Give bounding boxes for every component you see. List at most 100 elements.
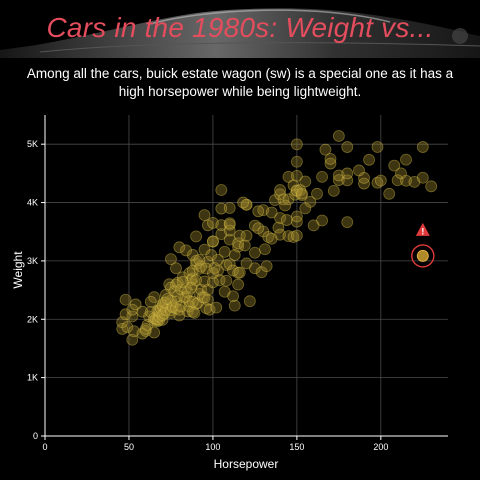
grid bbox=[45, 115, 448, 436]
x-axis-label: Horsepower bbox=[214, 457, 279, 471]
y-axis-label: Weight bbox=[11, 251, 25, 289]
data-point bbox=[119, 308, 132, 321]
data-point bbox=[175, 283, 187, 296]
data-point bbox=[228, 299, 241, 312]
data-point bbox=[287, 231, 300, 243]
data-point bbox=[143, 310, 156, 323]
data-point bbox=[353, 164, 365, 177]
data-point bbox=[166, 300, 179, 312]
data-point bbox=[233, 229, 246, 242]
data-point bbox=[227, 264, 239, 277]
data-point bbox=[248, 246, 261, 259]
data-point bbox=[223, 224, 236, 237]
y-tick-label: 1K bbox=[27, 373, 38, 383]
data-point bbox=[358, 172, 370, 184]
data-point bbox=[289, 188, 302, 201]
data-point bbox=[232, 278, 245, 291]
data-point bbox=[240, 198, 253, 211]
data-point bbox=[144, 306, 157, 318]
y-tick-label: 4K bbox=[27, 198, 38, 208]
data-point bbox=[190, 257, 203, 270]
data-point bbox=[195, 260, 208, 273]
data-point bbox=[153, 310, 166, 323]
data-point bbox=[240, 198, 253, 211]
data-point bbox=[287, 179, 300, 192]
data-point bbox=[129, 298, 142, 311]
data-point bbox=[341, 174, 354, 187]
data-point bbox=[148, 312, 161, 325]
data-point bbox=[218, 285, 231, 298]
data-point bbox=[203, 303, 216, 316]
data-point bbox=[371, 176, 384, 189]
data-point bbox=[262, 231, 275, 243]
data-point bbox=[207, 235, 219, 248]
data-point bbox=[196, 291, 209, 304]
data-point bbox=[341, 141, 354, 153]
data-point bbox=[153, 314, 166, 327]
data-point bbox=[156, 309, 169, 322]
data-point bbox=[282, 170, 295, 183]
data-point bbox=[304, 195, 317, 208]
data-point bbox=[159, 304, 172, 316]
data-point bbox=[341, 167, 354, 180]
data-point bbox=[290, 184, 303, 197]
data-point bbox=[183, 267, 196, 280]
warning-triangle-icon bbox=[415, 222, 430, 236]
data-point bbox=[201, 255, 214, 268]
data-point bbox=[400, 174, 412, 187]
data-point bbox=[186, 278, 199, 291]
data-point bbox=[290, 210, 303, 223]
data-point bbox=[116, 316, 129, 329]
data-point bbox=[282, 230, 295, 243]
data-point bbox=[374, 174, 387, 187]
data-point bbox=[327, 184, 340, 197]
data-point bbox=[173, 241, 186, 254]
data-point bbox=[141, 319, 154, 332]
data-point bbox=[383, 187, 396, 200]
data-point bbox=[391, 174, 404, 187]
data-point bbox=[180, 282, 192, 295]
data-point bbox=[176, 276, 189, 288]
data-point bbox=[154, 302, 167, 315]
data-point bbox=[170, 262, 182, 275]
data-point bbox=[416, 141, 429, 153]
data-point bbox=[290, 185, 303, 197]
data-point bbox=[290, 138, 303, 151]
data-point bbox=[238, 239, 251, 252]
data-point bbox=[265, 232, 278, 245]
data-point bbox=[165, 304, 177, 317]
data-point bbox=[185, 281, 197, 294]
data-point bbox=[388, 159, 401, 172]
data-point bbox=[319, 143, 332, 156]
x-tick-label: 50 bbox=[124, 442, 134, 452]
data-point bbox=[223, 218, 236, 231]
data-point bbox=[198, 209, 211, 221]
data-point bbox=[248, 219, 261, 232]
data-point bbox=[307, 219, 320, 232]
data-point bbox=[173, 309, 186, 322]
data-point bbox=[265, 206, 278, 219]
data-point bbox=[218, 245, 231, 258]
data-point bbox=[178, 291, 191, 304]
data-point bbox=[201, 294, 214, 306]
data-point bbox=[232, 237, 245, 250]
data-point bbox=[232, 240, 245, 253]
chart-subtitle: Among all the cars, buick estate wagon (… bbox=[26, 66, 454, 99]
data-point bbox=[358, 177, 370, 190]
data-point bbox=[274, 228, 286, 241]
data-point bbox=[158, 307, 171, 320]
data-point bbox=[149, 313, 162, 326]
data-point bbox=[215, 219, 228, 232]
data-point bbox=[186, 264, 199, 277]
data-point bbox=[153, 304, 166, 317]
data-point bbox=[311, 187, 323, 200]
warning-exclamation: ! bbox=[421, 226, 424, 236]
data-point bbox=[144, 295, 157, 308]
data-point bbox=[128, 325, 140, 338]
data-point bbox=[165, 294, 177, 307]
data-point bbox=[126, 310, 139, 323]
data-point bbox=[269, 194, 281, 206]
data-point bbox=[215, 228, 228, 241]
data-point bbox=[223, 217, 236, 230]
